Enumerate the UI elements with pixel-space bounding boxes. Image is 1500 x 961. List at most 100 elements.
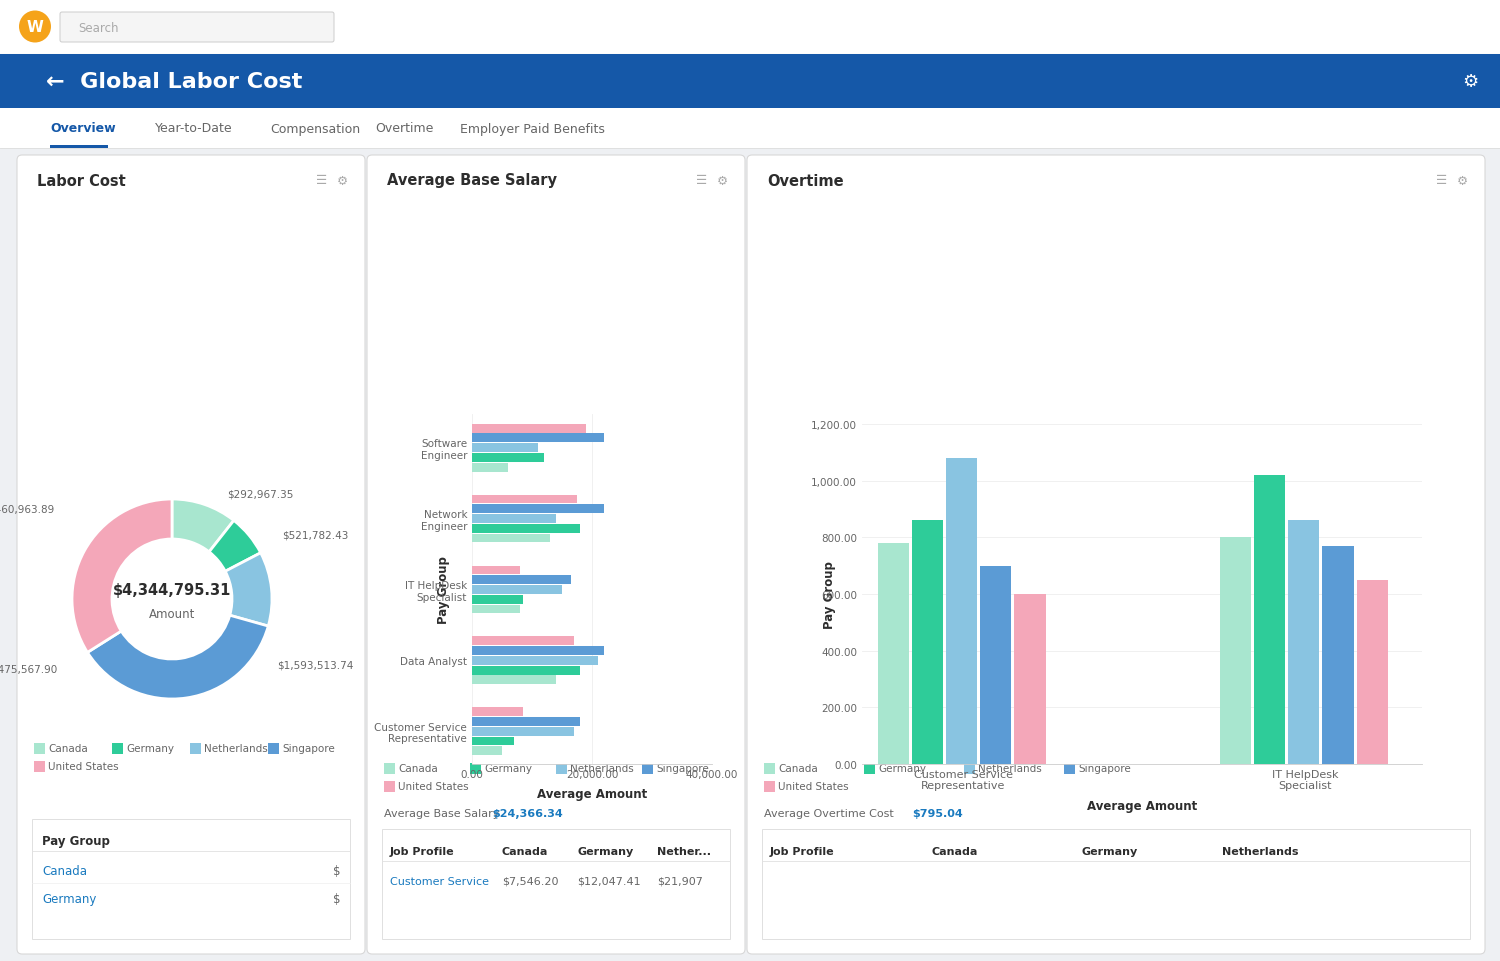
FancyBboxPatch shape	[762, 829, 1470, 939]
Text: $292,967.35: $292,967.35	[226, 489, 294, 500]
Text: Pay Group: Pay Group	[42, 835, 110, 848]
Text: Average Overtime Cost: Average Overtime Cost	[764, 808, 894, 818]
Bar	[472, 463, 508, 472]
Bar	[472, 495, 578, 504]
Bar	[472, 676, 556, 684]
FancyBboxPatch shape	[0, 55, 1500, 109]
FancyBboxPatch shape	[864, 763, 874, 775]
FancyBboxPatch shape	[384, 781, 394, 792]
FancyBboxPatch shape	[1064, 763, 1076, 775]
Text: Customer Service: Customer Service	[390, 876, 489, 886]
Wedge shape	[209, 521, 261, 572]
Bar	[472, 656, 598, 665]
Bar	[1254, 476, 1286, 764]
Text: Canada: Canada	[398, 764, 438, 774]
Text: ⚙: ⚙	[1456, 174, 1467, 187]
Bar	[472, 505, 604, 514]
Text: $: $	[333, 865, 340, 877]
Text: Singapore: Singapore	[656, 764, 708, 774]
FancyBboxPatch shape	[964, 763, 975, 775]
FancyBboxPatch shape	[368, 156, 746, 954]
Text: $24,366.34: $24,366.34	[492, 808, 562, 818]
FancyBboxPatch shape	[34, 761, 45, 773]
Text: Employer Paid Benefits: Employer Paid Benefits	[460, 122, 604, 136]
Text: Canada: Canada	[42, 865, 87, 877]
Text: Canada: Canada	[778, 764, 818, 774]
Text: ⚙: ⚙	[336, 174, 348, 187]
Text: Job Profile: Job Profile	[390, 846, 454, 856]
Text: Search: Search	[78, 21, 118, 35]
Text: Nether...: Nether...	[657, 846, 711, 856]
FancyBboxPatch shape	[556, 763, 567, 775]
Text: Canada: Canada	[48, 744, 87, 753]
FancyBboxPatch shape	[470, 763, 482, 775]
Wedge shape	[225, 554, 272, 627]
FancyBboxPatch shape	[60, 13, 334, 43]
FancyBboxPatch shape	[268, 743, 279, 754]
Text: Year-to-Date: Year-to-Date	[154, 122, 232, 136]
Text: Pay Group: Pay Group	[824, 560, 837, 628]
Bar	[472, 666, 580, 675]
FancyBboxPatch shape	[190, 743, 201, 754]
Text: $1,593,513.74: $1,593,513.74	[278, 659, 354, 669]
Text: Singapore: Singapore	[1078, 764, 1131, 774]
Bar	[1356, 580, 1388, 764]
Text: $21,907: $21,907	[657, 876, 704, 886]
FancyBboxPatch shape	[34, 743, 45, 754]
Bar	[472, 637, 574, 646]
Bar	[472, 425, 586, 433]
FancyBboxPatch shape	[382, 829, 730, 939]
Bar	[472, 647, 604, 655]
Text: United States: United States	[778, 781, 849, 792]
FancyBboxPatch shape	[50, 146, 108, 149]
Bar	[472, 595, 524, 604]
Text: Netherlands: Netherlands	[570, 764, 633, 774]
Bar	[472, 525, 580, 533]
Bar	[980, 566, 1011, 764]
Bar	[912, 521, 944, 764]
Text: Singapore: Singapore	[282, 744, 334, 753]
Text: Overview: Overview	[50, 122, 116, 136]
Text: Netherlands: Netherlands	[978, 764, 1041, 774]
Bar	[878, 543, 909, 764]
Bar	[472, 534, 550, 543]
Text: Overtime: Overtime	[766, 173, 843, 188]
Text: Germany: Germany	[484, 764, 532, 774]
Text: Netherlands: Netherlands	[1222, 846, 1299, 856]
Text: Canada: Canada	[932, 846, 978, 856]
FancyBboxPatch shape	[112, 743, 123, 754]
Text: $: $	[333, 893, 340, 905]
X-axis label: Average Amount: Average Amount	[1088, 799, 1197, 812]
Bar	[1323, 546, 1353, 764]
FancyBboxPatch shape	[0, 149, 1500, 961]
Text: Netherlands: Netherlands	[204, 744, 267, 753]
Bar	[472, 444, 538, 453]
Bar	[472, 434, 604, 443]
Text: Overtime: Overtime	[375, 122, 434, 136]
FancyBboxPatch shape	[642, 763, 652, 775]
Bar	[1014, 595, 1046, 764]
Text: Pay Group: Pay Group	[438, 555, 450, 624]
Wedge shape	[172, 500, 234, 553]
Bar	[472, 585, 562, 594]
Text: Germany: Germany	[1082, 846, 1138, 856]
Text: $4,344,795.31: $4,344,795.31	[112, 582, 231, 597]
Bar	[472, 707, 524, 716]
Text: $1,475,567.90: $1,475,567.90	[0, 664, 57, 675]
Text: $460,963.89: $460,963.89	[0, 505, 54, 514]
Text: $795.04: $795.04	[912, 808, 963, 818]
Text: $7,546.20: $7,546.20	[503, 876, 558, 886]
Bar	[1220, 538, 1251, 764]
Bar	[472, 514, 556, 524]
Text: ☰: ☰	[696, 174, 708, 187]
Bar	[472, 454, 544, 462]
Text: Average Base Salary: Average Base Salary	[384, 808, 500, 818]
Text: ☰: ☰	[316, 174, 327, 187]
X-axis label: Average Amount: Average Amount	[537, 787, 646, 801]
Text: Germany: Germany	[126, 744, 174, 753]
FancyBboxPatch shape	[16, 156, 364, 954]
Text: ⚙: ⚙	[717, 174, 728, 187]
Bar	[1288, 521, 1320, 764]
FancyBboxPatch shape	[764, 763, 776, 775]
Text: W: W	[27, 20, 44, 35]
